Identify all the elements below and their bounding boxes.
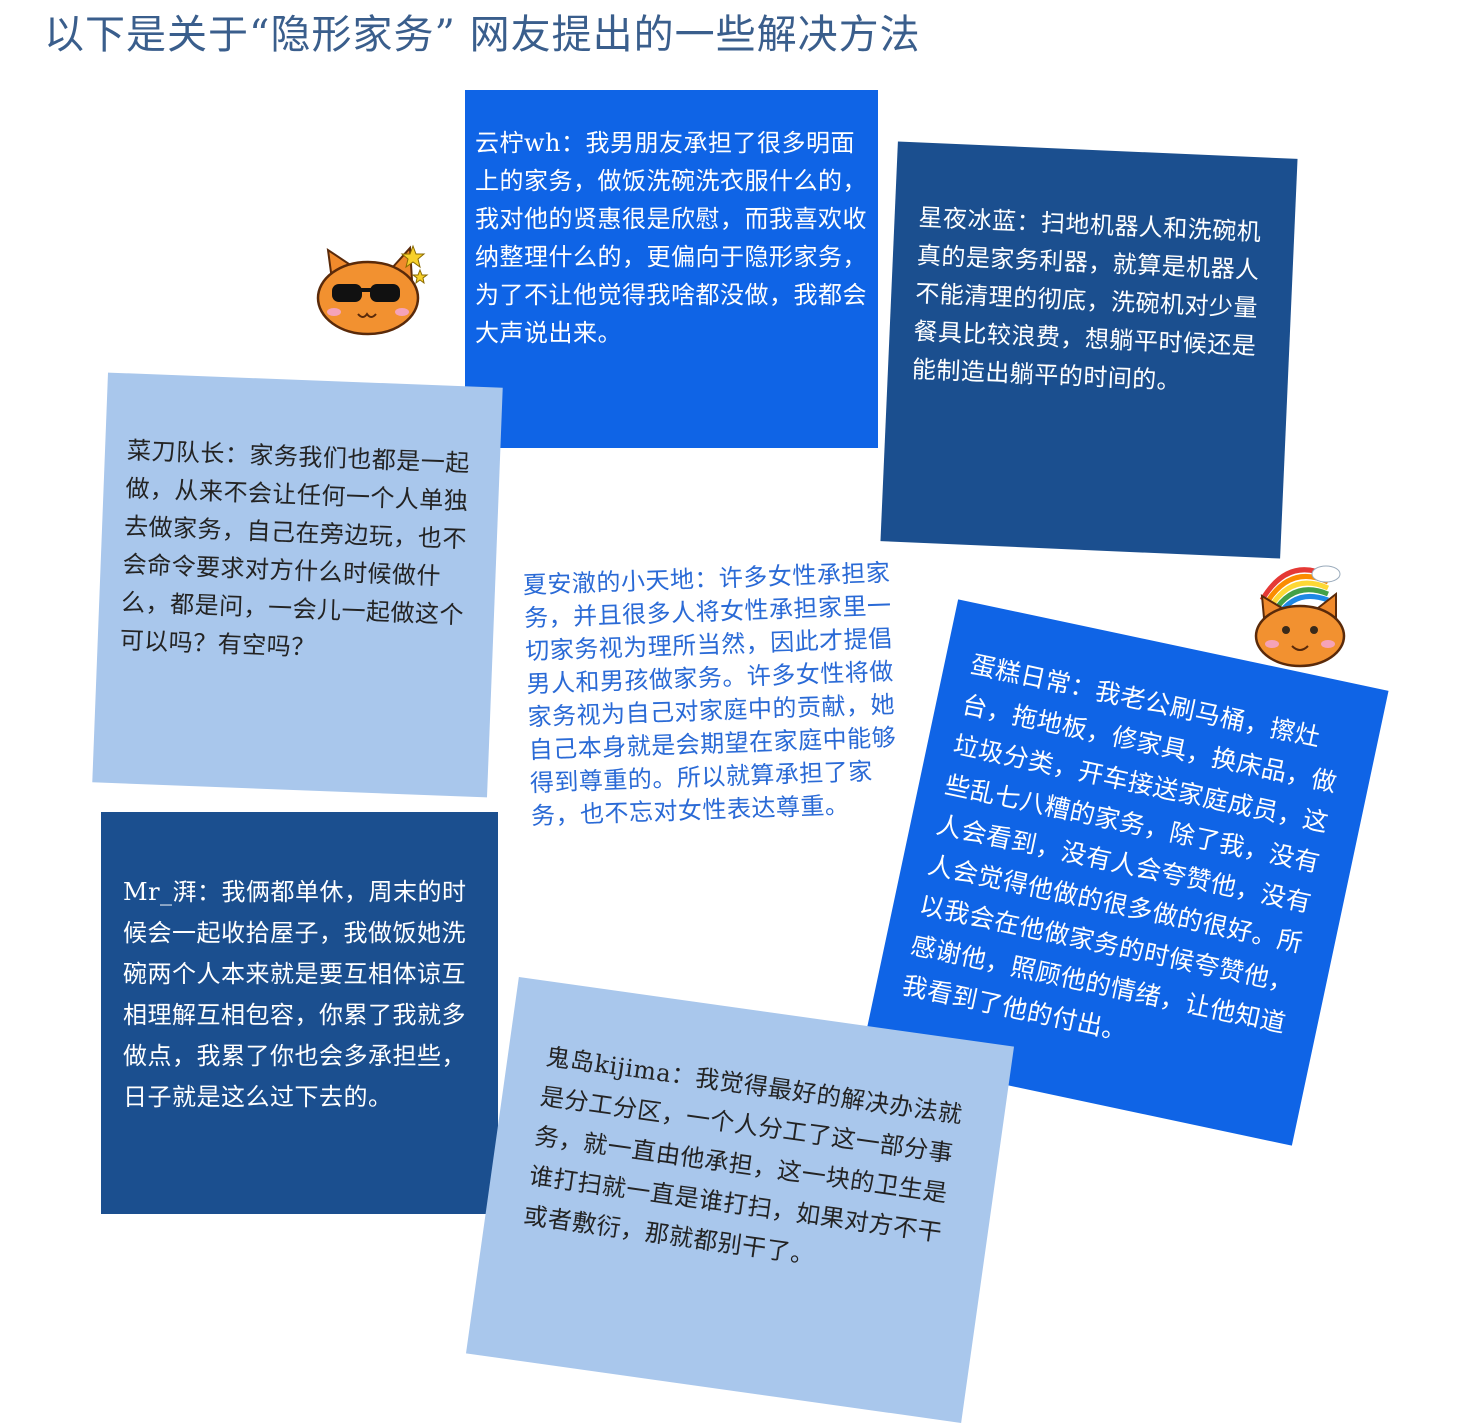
- comment-card-guidao: 鬼岛kijima：我觉得最好的解决办法就是分工分区，一个人分工了这一部分事务，就…: [465, 977, 1015, 1423]
- cat-with-sunglasses-icon: [310, 240, 430, 340]
- cat-with-rainbow-icon: [1248, 560, 1353, 670]
- comment-text: 夏安澈的小天地：许多女性承担家务，并且很多人将女性承担家里一切家务视为理所当然，…: [522, 558, 897, 831]
- comment-text: Mr_湃：我俩都单休，周末的时候会一起收拾屋子，我做饭她洗碗两个人本来就是要互相…: [123, 878, 467, 1111]
- comment-text: 菜刀队长：家务我们也都是一起做，从来不会让任何一个人单独去做家务，自己在旁边玩，…: [119, 436, 471, 662]
- comment-card-caidao: 菜刀队长：家务我们也都是一起做，从来不会让任何一个人单独去做家务，自己在旁边玩，…: [92, 372, 503, 798]
- comment-text: 蛋糕日常：我老公刷马桶，擦灶台，拖地板，修家具，换床品，做垃圾分类，开车接送家庭…: [899, 649, 1340, 1047]
- page-title: 以下是关于“隐形家务” 网友提出的一些解决方法: [44, 12, 921, 58]
- comment-card-mr: Mr_湃：我俩都单休，周末的时候会一起收拾屋子，我做饭她洗碗两个人本来就是要互相…: [101, 812, 498, 1214]
- comment-text: 星夜冰蓝：扫地机器人和洗碗机真的是家务利器，就算是机器人不能清理的彻底，洗碗机对…: [911, 203, 1262, 396]
- comment-card-xingye: 星夜冰蓝：扫地机器人和洗碗机真的是家务利器，就算是机器人不能清理的彻底，洗碗机对…: [880, 141, 1298, 559]
- comment-text: 鬼岛kijima：我觉得最好的解决办法就是分工分区，一个人分工了这一部分事务，就…: [521, 1042, 965, 1270]
- comment-text: 云柠wh：我男朋友承担了很多明面上的家务，做饭洗碗洗衣服什么的，我对他的贤惠很是…: [475, 129, 867, 347]
- comment-card-xiaan: 夏安澈的小天地：许多女性承担家务，并且很多人将女性承担家里一切家务视为理所当然，…: [514, 548, 906, 901]
- comment-card-yunning: 云柠wh：我男朋友承担了很多明面上的家务，做饭洗碗洗衣服什么的，我对他的贤惠很是…: [465, 90, 878, 448]
